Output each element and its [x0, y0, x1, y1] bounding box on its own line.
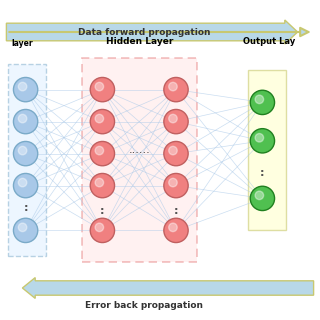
- Circle shape: [90, 218, 115, 243]
- Circle shape: [18, 146, 27, 155]
- Circle shape: [255, 133, 264, 142]
- Circle shape: [169, 146, 177, 155]
- Circle shape: [18, 178, 27, 187]
- Circle shape: [164, 77, 188, 102]
- Circle shape: [13, 218, 38, 243]
- Circle shape: [169, 223, 177, 232]
- Circle shape: [18, 82, 27, 91]
- Circle shape: [169, 114, 177, 123]
- Circle shape: [95, 223, 104, 232]
- Circle shape: [95, 178, 104, 187]
- Text: Output Lay: Output Lay: [243, 37, 295, 46]
- FancyArrow shape: [6, 20, 298, 44]
- Circle shape: [164, 141, 188, 166]
- Circle shape: [13, 173, 38, 198]
- Circle shape: [18, 223, 27, 232]
- Circle shape: [250, 186, 275, 211]
- Text: :: :: [100, 206, 105, 216]
- Circle shape: [90, 109, 115, 134]
- Circle shape: [95, 146, 104, 155]
- Text: Error back propagation: Error back propagation: [85, 301, 203, 310]
- Circle shape: [250, 129, 275, 153]
- Circle shape: [164, 173, 188, 198]
- Text: ......: ......: [128, 145, 150, 156]
- FancyBboxPatch shape: [248, 70, 286, 230]
- Circle shape: [95, 82, 104, 91]
- Circle shape: [18, 114, 27, 123]
- Text: Data forward propagation: Data forward propagation: [78, 28, 210, 36]
- Circle shape: [255, 191, 264, 200]
- Circle shape: [95, 114, 104, 123]
- Circle shape: [13, 109, 38, 134]
- Text: layer: layer: [12, 39, 33, 48]
- FancyBboxPatch shape: [82, 58, 197, 262]
- Circle shape: [169, 82, 177, 91]
- Circle shape: [255, 95, 264, 104]
- Circle shape: [90, 141, 115, 166]
- FancyBboxPatch shape: [8, 64, 46, 256]
- Circle shape: [164, 218, 188, 243]
- Circle shape: [13, 77, 38, 102]
- Text: :: :: [23, 203, 28, 213]
- Text: :: :: [260, 168, 265, 178]
- Circle shape: [13, 141, 38, 166]
- Circle shape: [90, 77, 115, 102]
- Circle shape: [90, 173, 115, 198]
- Circle shape: [164, 109, 188, 134]
- Circle shape: [250, 90, 275, 115]
- Circle shape: [169, 178, 177, 187]
- Text: :: :: [174, 206, 178, 216]
- FancyArrow shape: [22, 278, 314, 298]
- Text: Hidden Layer: Hidden Layer: [106, 37, 173, 46]
